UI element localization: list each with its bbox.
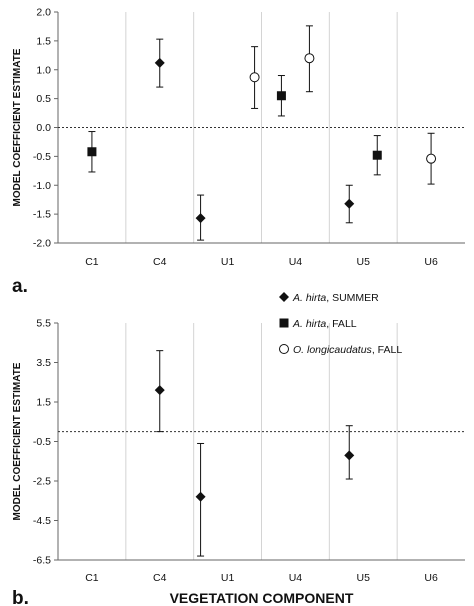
- series-0: [154, 38, 355, 241]
- x-tick-label: U4: [289, 572, 303, 584]
- legend-marker: [279, 344, 289, 354]
- legend-season: , SUMMER: [326, 292, 379, 304]
- data-point-u5: [344, 450, 355, 461]
- y-tick-label: -4.5: [33, 515, 51, 527]
- x-tick-label: U4: [289, 256, 303, 268]
- data-point-u1: [195, 491, 206, 502]
- y-tick-label: 0.5: [36, 93, 51, 105]
- x-tick-label: U5: [357, 572, 371, 584]
- y-axis-label: MODEL COEFFICIENT ESTIMATE: [12, 362, 23, 520]
- panel-label: b.: [12, 588, 29, 606]
- x-tick-label: C1: [85, 572, 99, 584]
- legend-marker: [279, 292, 289, 302]
- x-tick-label: U6: [424, 256, 438, 268]
- legend-species: A. hirta: [292, 292, 326, 304]
- data-point-c4: [154, 385, 165, 396]
- legend-entry: A. hirta, SUMMER: [292, 292, 379, 304]
- data-point-u5: [344, 198, 355, 209]
- series-1: [87, 75, 382, 176]
- series-0: [154, 350, 355, 557]
- data-point-c1: [87, 147, 97, 157]
- y-tick-label: 2.0: [36, 7, 51, 19]
- x-tick-label: C4: [153, 572, 167, 584]
- legend-entry: A. hirta, FALL: [292, 318, 357, 330]
- data-point-u1: [195, 213, 206, 224]
- series-2: [249, 25, 437, 185]
- data-point-u5: [372, 150, 382, 160]
- x-tick-label: C1: [85, 256, 99, 268]
- y-tick-label: -0.5: [33, 436, 51, 448]
- x-tick-label: U6: [424, 572, 438, 584]
- y-tick-label: 1.5: [36, 397, 51, 409]
- panel-label: a.: [12, 276, 28, 297]
- x-tick-label: C4: [153, 256, 167, 268]
- x-tick-label: U1: [221, 256, 235, 268]
- legend-season: , FALL: [326, 318, 357, 330]
- legend-species: O. longicaudatus: [293, 344, 373, 356]
- y-tick-label: 1.5: [36, 35, 51, 47]
- y-tick-label: -2.0: [33, 238, 51, 250]
- y-tick-label: 5.5: [36, 318, 51, 330]
- data-point-c4: [154, 57, 165, 68]
- legend-species: A. hirta: [292, 318, 326, 330]
- data-point-u6: [426, 153, 437, 164]
- y-tick-label: 3.5: [36, 357, 51, 369]
- data-point-u1: [249, 72, 260, 83]
- y-tick-label: -6.5: [33, 555, 51, 567]
- data-point-u4: [276, 91, 286, 101]
- y-tick-label: 1.0: [36, 64, 51, 76]
- panel-a: 2.0 1.5 1.0 0.5 0.0 -0.5 -1.0 -1.5 -2.0 C1 C4 U1 U4 U…: [12, 7, 465, 297]
- y-tick-label: -1.0: [33, 180, 51, 192]
- y-axis-label: MODEL COEFFICIENT ESTIMATE: [12, 48, 23, 206]
- y-tick-label: -1.5: [33, 209, 51, 221]
- x-axis-label: VEGETATION COMPONENT: [170, 590, 354, 606]
- legend-entry: O. longicaudatus, FALL: [293, 344, 402, 356]
- x-tick-label: U5: [357, 256, 371, 268]
- legend-season: , FALL: [372, 344, 403, 356]
- y-tick-label: 0.0: [36, 122, 51, 134]
- panel-b: 5.5 3.5 1.5 -0.5 -2.5 -4.5 -6.5 C1 C4 U1 U4 U5 U6 MOD…: [12, 318, 465, 606]
- legend-marker: [279, 318, 289, 328]
- y-tick-label: -2.5: [33, 476, 51, 488]
- y-tick-label: -0.5: [33, 151, 51, 163]
- data-point-u4: [304, 53, 315, 64]
- x-tick-label: U1: [221, 572, 235, 584]
